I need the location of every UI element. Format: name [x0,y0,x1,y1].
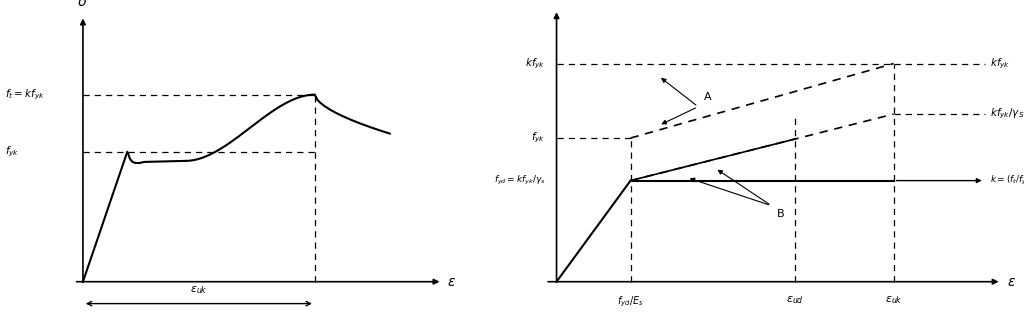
Text: $f_{yk}$: $f_{yk}$ [530,131,545,145]
Text: $\varepsilon_{uk}$: $\varepsilon_{uk}$ [885,294,902,306]
Text: $kf_{yk}/\gamma_S$: $kf_{yk}/\gamma_S$ [990,107,1024,121]
Text: $kf_{yk}$: $kf_{yk}$ [990,56,1011,71]
Text: $f_{yd}/E_s$: $f_{yd}/E_s$ [617,294,644,309]
Text: $f_t = kf_{yk}$: $f_t = kf_{yk}$ [5,87,44,102]
Text: $f_{yd} = kf_{yk}/\gamma_s$: $f_{yd} = kf_{yk}/\gamma_s$ [494,174,545,187]
Text: $\varepsilon$: $\varepsilon$ [1008,275,1016,289]
Text: $\varepsilon$: $\varepsilon$ [447,275,456,289]
Text: $\varepsilon_{ud}$: $\varepsilon_{ud}$ [786,294,804,306]
Text: $\sigma$: $\sigma$ [78,0,88,9]
Text: $\sigma$: $\sigma$ [551,0,562,3]
Text: A: A [703,92,712,102]
Text: $k = (f_t/f_y)_k$: $k = (f_t/f_y)_k$ [990,174,1024,187]
Text: $f_{yk}$: $f_{yk}$ [5,145,19,159]
Text: $kf_{yk}$: $kf_{yk}$ [525,56,545,71]
Text: $\varepsilon_{uk}$: $\varepsilon_{uk}$ [190,284,208,296]
Text: B: B [777,209,784,219]
